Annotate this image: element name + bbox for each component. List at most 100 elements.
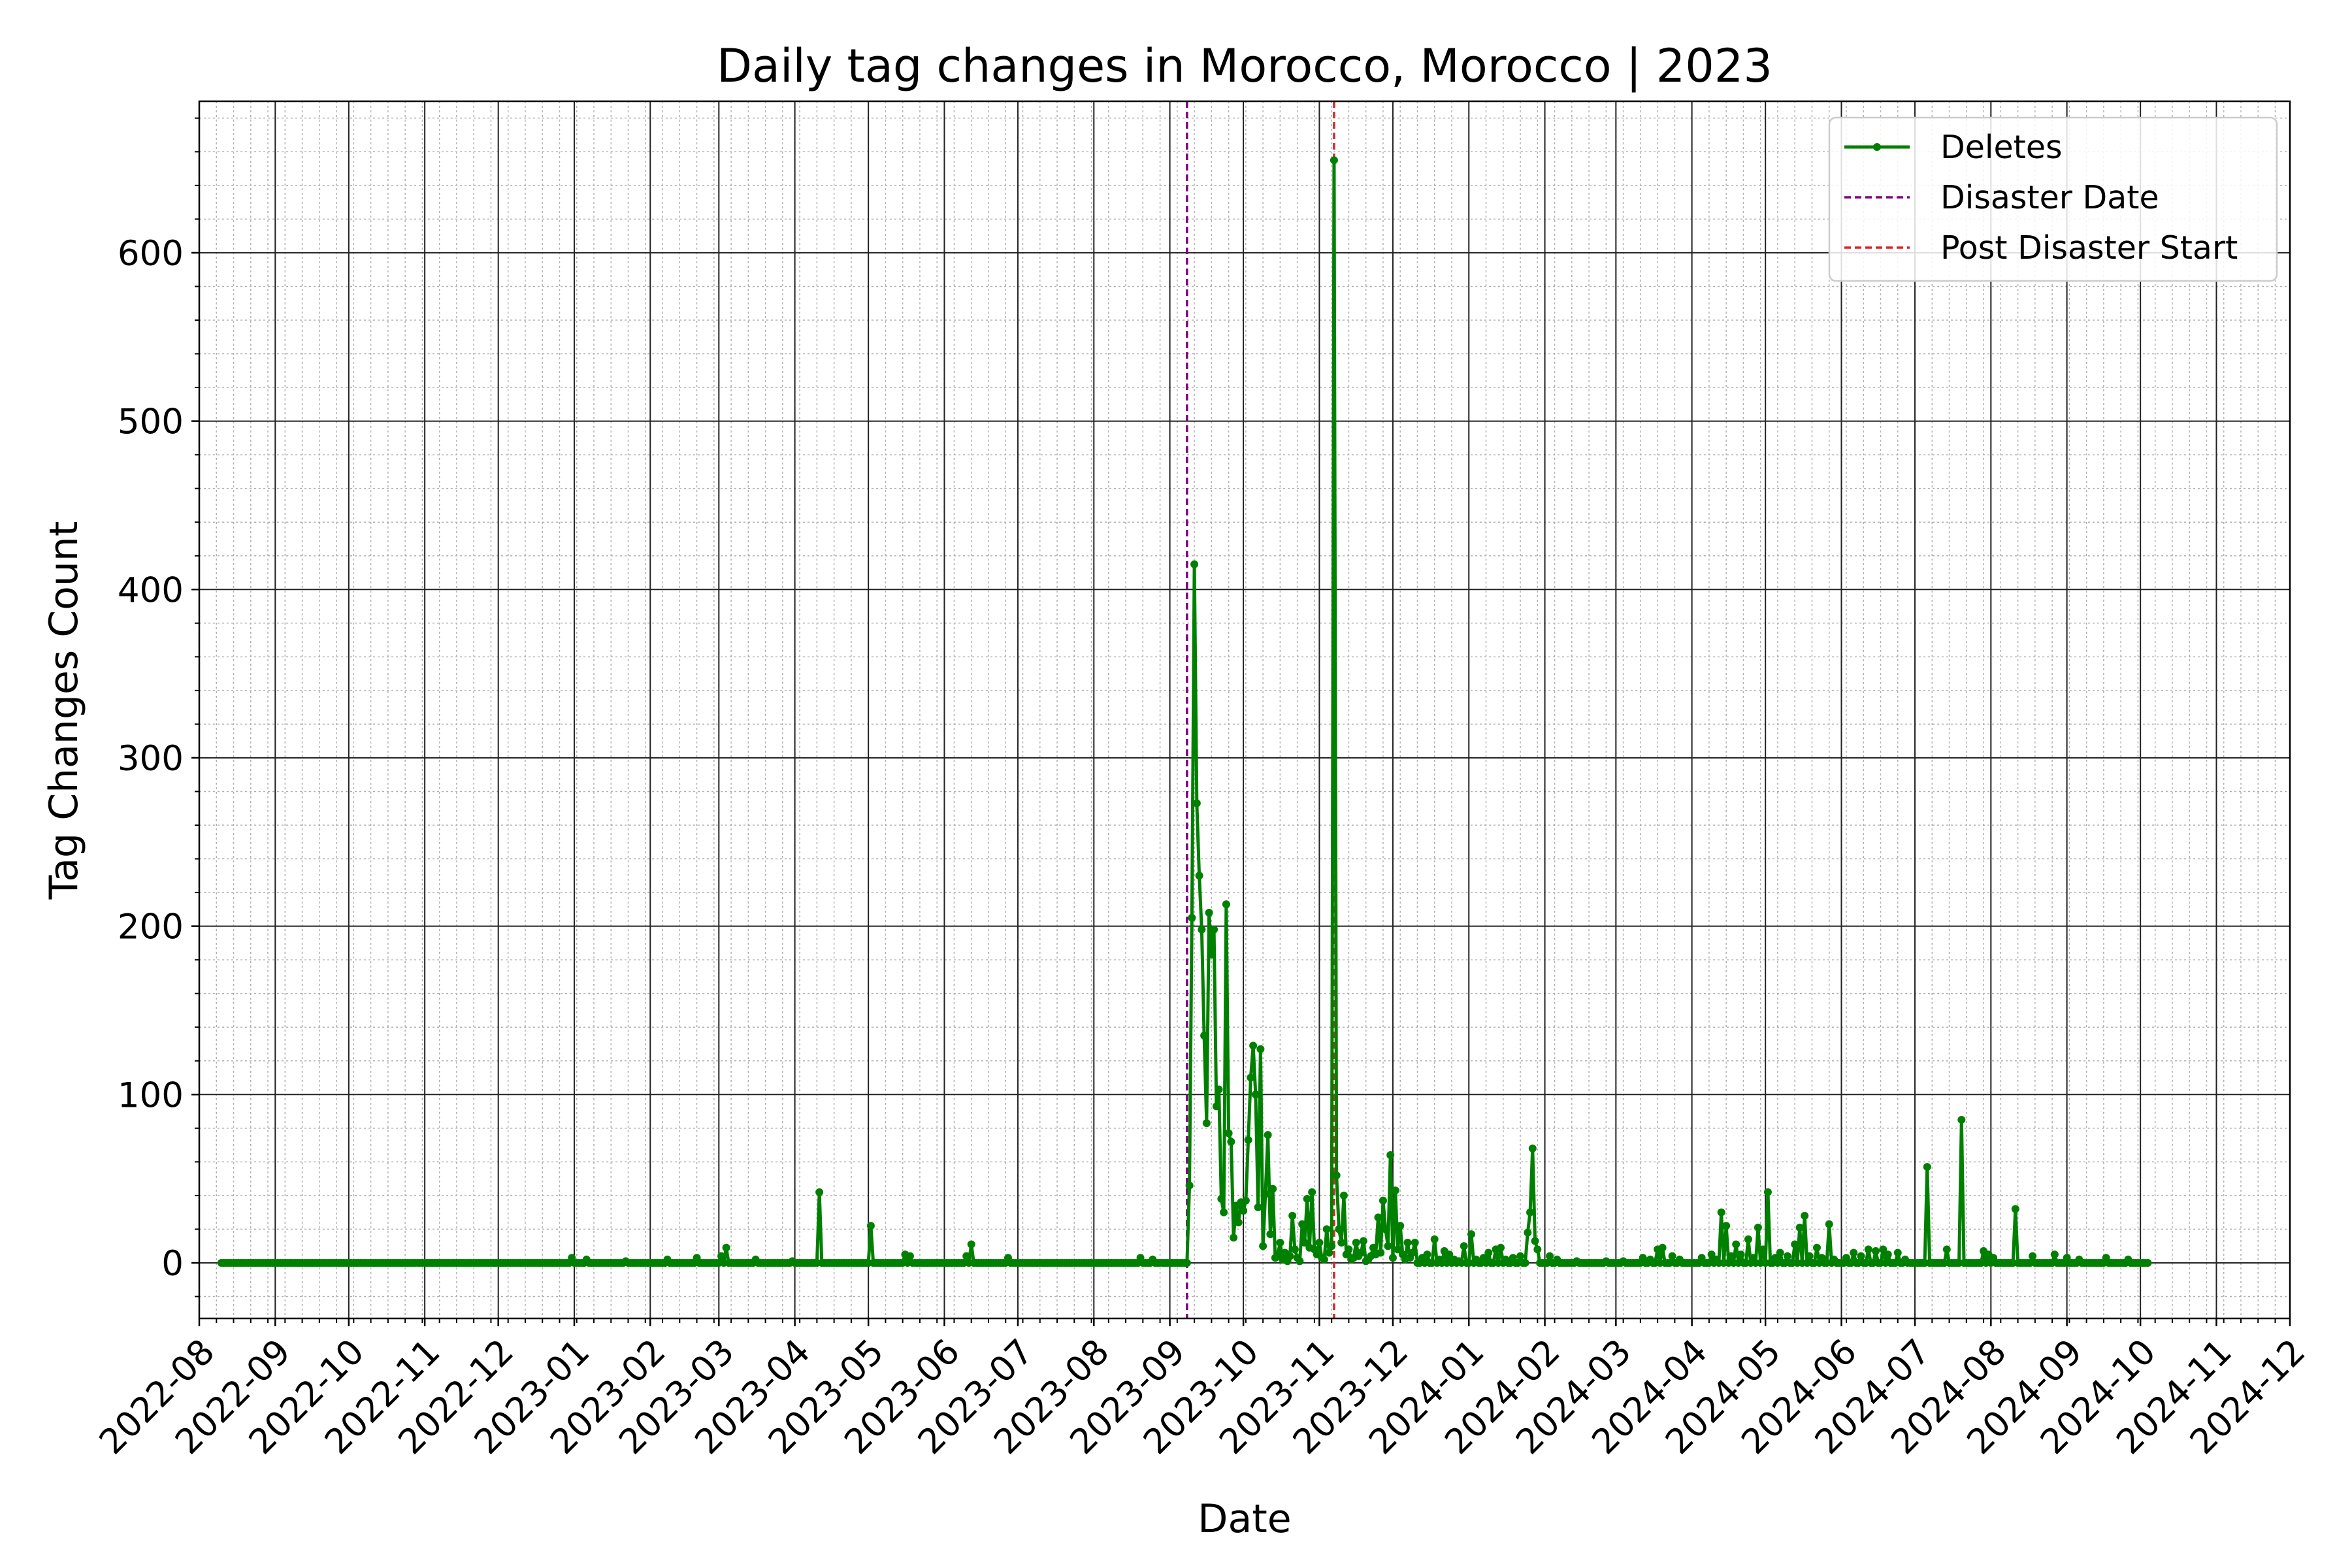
data-point <box>1328 1242 1336 1250</box>
data-point <box>1744 1235 1752 1243</box>
data-point <box>1183 1258 1191 1267</box>
data-point <box>1524 1228 1532 1237</box>
data-point <box>1791 1240 1799 1249</box>
data-point <box>1276 1239 1284 1247</box>
data-point <box>815 1188 824 1196</box>
y-tick-label: 0 <box>161 1244 184 1284</box>
data-point <box>1384 1242 1392 1250</box>
data-point <box>962 1252 971 1260</box>
data-point <box>1188 913 1196 922</box>
data-point <box>1391 1186 1399 1195</box>
data-point <box>1200 1032 1209 1040</box>
data-point <box>1546 1252 1554 1260</box>
data-point <box>1658 1243 1667 1252</box>
legend-box <box>1828 116 2278 282</box>
data-point <box>1195 872 1203 880</box>
y-tick-label: 300 <box>118 739 184 779</box>
legend-marker-deletes-dot <box>1873 143 1881 151</box>
data-point <box>1345 1245 1353 1254</box>
data-point <box>1923 1163 1931 1171</box>
data-point <box>1239 1207 1248 1215</box>
data-point <box>1864 1245 1872 1254</box>
data-point <box>1264 1131 1272 1139</box>
data-point <box>1531 1237 1539 1245</box>
data-point <box>1303 1195 1311 1203</box>
data-point <box>1210 925 1218 934</box>
data-point <box>1234 1218 1243 1227</box>
data-point <box>1244 1135 1252 1144</box>
data-point <box>1388 1254 1397 1262</box>
data-point <box>1759 1245 1767 1254</box>
data-point <box>1286 1252 1294 1260</box>
data-point <box>1430 1235 1439 1243</box>
data-point <box>1396 1222 1405 1230</box>
y-tick-label: 600 <box>118 234 184 274</box>
data-point <box>1369 1243 1377 1252</box>
data-point <box>1207 951 1216 959</box>
y-axis-label: Tag Changes Count <box>41 521 87 900</box>
data-point <box>1386 1151 1395 1160</box>
data-point <box>1737 1250 1745 1259</box>
data-point <box>1224 1129 1233 1137</box>
data-point <box>1957 1115 1966 1124</box>
data-point <box>906 1252 914 1260</box>
data-point <box>866 1222 875 1230</box>
data-point <box>1249 1041 1258 1050</box>
data-point <box>1273 1250 1282 1259</box>
data-point <box>1335 1225 1343 1233</box>
data-point <box>1247 1073 1255 1082</box>
data-point <box>1251 1090 1260 1099</box>
legend: Deletes Disaster Date Post Disaster Star… <box>1828 116 2278 282</box>
data-point <box>1212 1102 1220 1111</box>
data-point <box>1374 1213 1382 1222</box>
data-point <box>1776 1249 1784 1257</box>
data-point <box>2144 1258 2152 1267</box>
data-point <box>1521 1258 1529 1267</box>
data-point <box>967 1240 975 1249</box>
data-point <box>1403 1239 1412 1247</box>
data-point <box>2050 1250 2059 1259</box>
y-tick-label: 500 <box>118 402 184 442</box>
legend-label-disaster-date: Disaster Date <box>1940 179 2159 216</box>
data-point <box>722 1243 730 1252</box>
data-point <box>1215 1085 1223 1094</box>
data-point <box>1359 1237 1367 1245</box>
data-point <box>1707 1250 1716 1259</box>
data-point <box>1357 1249 1365 1257</box>
data-point <box>1411 1239 1419 1247</box>
data-point <box>1795 1223 1804 1232</box>
data-point <box>1722 1222 1731 1230</box>
data-point <box>1322 1225 1331 1233</box>
data-point <box>1227 1137 1235 1146</box>
chart-title: Daily tag changes in Morocco, Morocco | … <box>717 39 1772 93</box>
data-point <box>1879 1245 1887 1254</box>
data-point <box>1850 1249 1858 1257</box>
data-point <box>1381 1225 1390 1233</box>
data-point <box>1484 1249 1493 1257</box>
data-point <box>717 1252 726 1260</box>
data-point <box>1763 1188 1772 1196</box>
data-point <box>1825 1220 1833 1228</box>
data-point <box>1259 1242 1267 1250</box>
data-point <box>1445 1250 1454 1259</box>
data-point <box>1516 1252 1525 1260</box>
data-point <box>1942 1245 1951 1254</box>
legend-label-post-disaster-start: Post Disaster Start <box>1940 229 2238 267</box>
data-point <box>1467 1230 1476 1239</box>
data-point <box>1241 1196 1250 1205</box>
data-point <box>1185 1181 1194 1190</box>
data-point <box>1266 1230 1275 1239</box>
data-point <box>1893 1249 1902 1257</box>
data-point <box>1884 1250 1892 1259</box>
data-point <box>1732 1240 1740 1249</box>
data-point <box>1408 1249 1416 1257</box>
data-point <box>1192 799 1201 808</box>
data-point <box>1320 1255 1328 1264</box>
data-point <box>1526 1208 1535 1217</box>
data-point <box>1315 1239 1324 1247</box>
data-point <box>1533 1245 1542 1254</box>
data-point <box>1339 1191 1348 1200</box>
data-point <box>1857 1252 1865 1260</box>
data-point <box>1754 1223 1762 1232</box>
data-point <box>1217 1195 1226 1203</box>
